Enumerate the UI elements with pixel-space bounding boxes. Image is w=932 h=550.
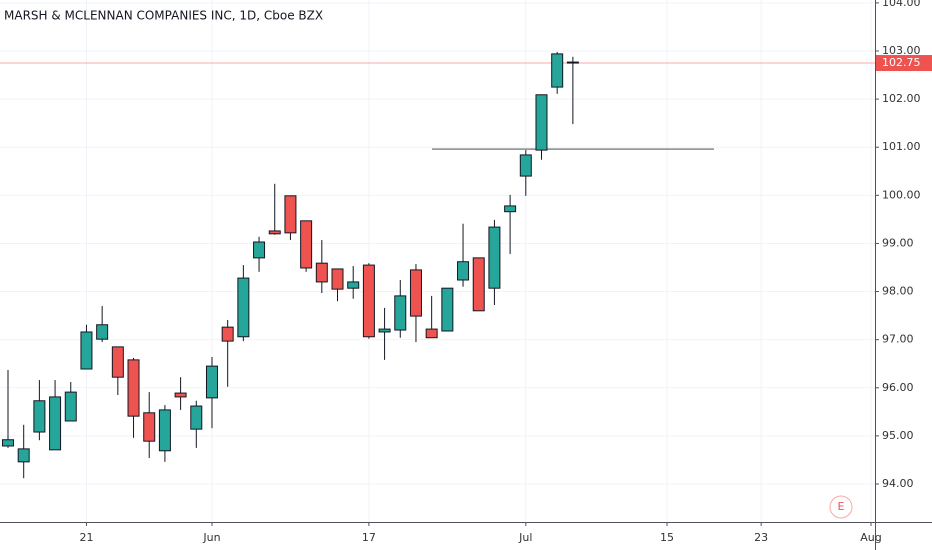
x-tick-label: Aug: [860, 531, 881, 544]
x-tick-label: 21: [79, 531, 93, 544]
candle-body: [394, 295, 407, 331]
candle-body: [284, 195, 297, 234]
candle-body: [488, 226, 501, 289]
candle-body: [409, 269, 422, 317]
x-tick-label: Jul: [518, 531, 532, 544]
y-tick-label: 104.00: [882, 0, 921, 9]
x-tick-label: 23: [754, 531, 768, 544]
candle-body: [33, 400, 46, 433]
chart-title: MARSH & MCLENNAN COMPANIES INC, 1D, Cboe…: [4, 9, 323, 23]
earnings-icon[interactable]: [829, 495, 853, 519]
candle-body: [300, 220, 313, 269]
candle-body: [315, 262, 328, 283]
last-price-box: [876, 55, 932, 72]
candle-body: [347, 281, 360, 289]
candle-body: [362, 264, 375, 338]
candle-body: [17, 448, 30, 463]
candle-body: [158, 409, 171, 452]
y-tick-label: 99.00: [882, 236, 914, 249]
candle-body: [441, 287, 454, 332]
last-price-label: 102.75: [882, 56, 921, 69]
candle-body: [519, 154, 532, 177]
candle-body: [268, 230, 281, 235]
candle-body: [190, 405, 203, 430]
y-tick-label: 102.00: [882, 92, 921, 105]
candle-body: [237, 277, 250, 338]
candle-body: [49, 396, 62, 451]
candle-body: [378, 328, 391, 333]
y-tick-label: 101.00: [882, 140, 921, 153]
candle-body: [551, 53, 564, 88]
candle-body: [425, 328, 438, 339]
y-tick-label: 95.00: [882, 429, 914, 442]
candle-body: [96, 324, 109, 340]
candle-body: [504, 205, 517, 213]
x-tick-label: Jun: [202, 531, 220, 544]
candle-body: [566, 61, 579, 64]
candle-body: [535, 94, 548, 151]
candle-body: [2, 439, 14, 447]
candle-body: [457, 261, 470, 281]
y-tick-label: 98.00: [882, 285, 914, 298]
y-tick-label: 100.00: [882, 188, 921, 201]
earnings-label[interactable]: E: [838, 500, 845, 513]
candle-body: [472, 257, 485, 312]
candle-body: [221, 326, 234, 342]
y-tick-label: 97.00: [882, 333, 914, 346]
candle-body: [205, 365, 218, 399]
y-tick-label: 103.00: [882, 44, 921, 57]
candle-body: [174, 392, 187, 398]
candle-body: [64, 391, 77, 422]
y-tick-label: 96.00: [882, 381, 914, 394]
candle-body: [80, 331, 93, 370]
x-tick-label: 17: [362, 531, 376, 544]
candle-body: [111, 346, 124, 378]
y-tick-label: 94.00: [882, 477, 914, 490]
candle-body: [127, 359, 140, 417]
candle-body: [253, 241, 266, 259]
x-tick-label: 15: [660, 531, 674, 544]
candle-body: [143, 412, 156, 442]
candle-body: [331, 268, 344, 290]
